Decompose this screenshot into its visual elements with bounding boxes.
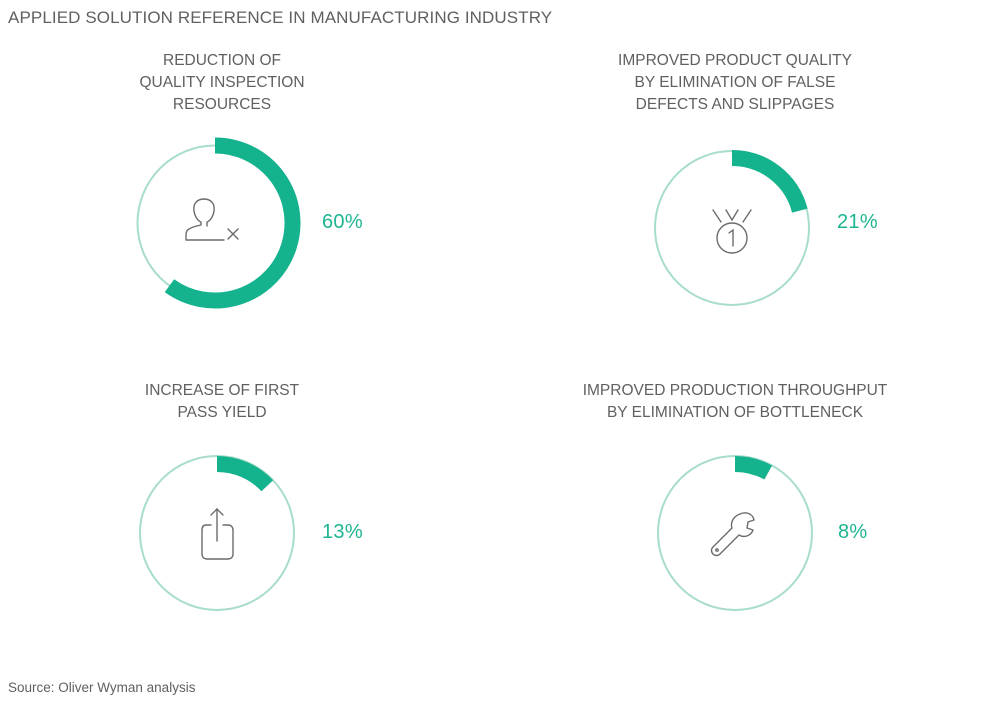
gauge-value-arc <box>164 137 301 309</box>
medal-icon <box>712 209 752 254</box>
donut-gauge <box>136 137 301 309</box>
heading-line: DEFECTS AND SLIPPAGES <box>635 96 835 113</box>
kpi-panel: IMPROVED PRODUCTION THROUGHPUT BY ELIMIN… <box>535 380 935 710</box>
heading-line: IMPROVED PRODUCTION THROUGHPUT <box>582 382 888 399</box>
kpi-panel: IMPROVED PRODUCT QUALITY BY ELIMINATION … <box>535 50 935 380</box>
percent-label: 60% <box>322 211 363 233</box>
percent-label: 21% <box>837 211 878 233</box>
gauge-value-arc <box>731 150 808 213</box>
panel-heading: IMPROVED PRODUCT QUALITY BY ELIMINATION … <box>535 50 935 116</box>
heading-line: RESOURCES <box>172 96 272 113</box>
gauge-track <box>139 455 295 611</box>
upload-icon <box>201 508 234 560</box>
heading-line: QUALITY INSPECTION <box>139 74 305 91</box>
panel-heading: REDUCTION OF QUALITY INSPECTION RESOURCE… <box>22 50 422 116</box>
heading-line: IMPROVED PRODUCT QUALITY <box>618 52 852 69</box>
gauge-value-arc <box>734 456 773 480</box>
heading-line: INCREASE OF FIRST <box>144 382 300 399</box>
source-note: Source: Oliver Wyman analysis <box>8 680 196 695</box>
percent-label: 13% <box>322 521 363 543</box>
panel-heading: IMPROVED PRODUCTION THROUGHPUT BY ELIMIN… <box>535 380 935 424</box>
donut-gauge <box>139 455 295 611</box>
donut-gauge <box>654 150 810 306</box>
wrench-icon <box>710 512 755 557</box>
kpi-panel: REDUCTION OF QUALITY INSPECTION RESOURCE… <box>22 50 422 380</box>
gauge-track <box>654 150 810 306</box>
kpi-panel: INCREASE OF FIRST PASS YIELD 13% <box>22 380 422 710</box>
heading-line: REDUCTION OF <box>163 52 281 69</box>
gauge-track <box>657 455 813 611</box>
page-title: APPLIED SOLUTION REFERENCE IN MANUFACTUR… <box>8 8 553 27</box>
percent-label: 8% <box>838 521 868 543</box>
gauge-value-arc <box>216 456 274 492</box>
panel-heading: INCREASE OF FIRST PASS YIELD <box>22 380 422 424</box>
donut-gauge <box>657 455 813 611</box>
user-remove-icon <box>185 198 239 241</box>
heading-line: BY ELIMINATION OF FALSE <box>634 74 836 91</box>
heading-line: PASS YIELD <box>177 404 267 421</box>
heading-line: BY ELIMINATION OF BOTTLENECK <box>606 404 864 421</box>
